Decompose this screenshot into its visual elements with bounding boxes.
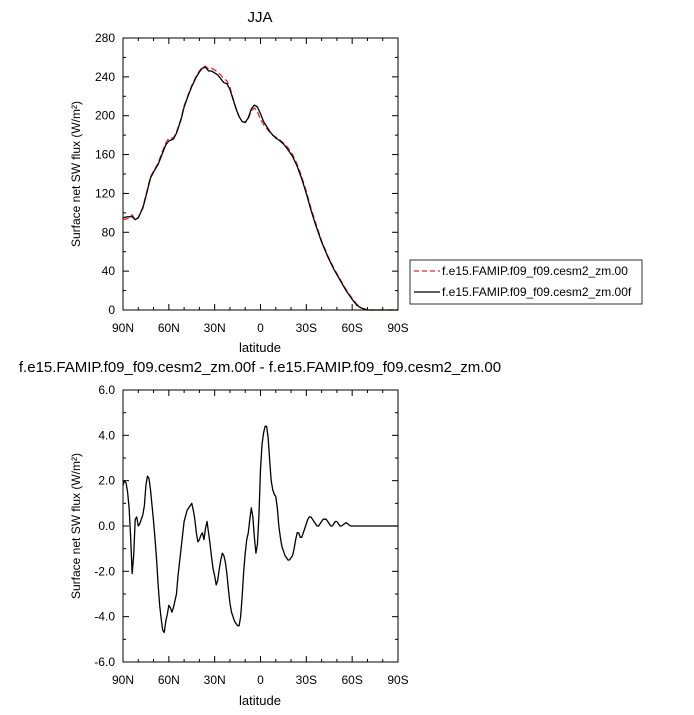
top-chart-xtick-label: 30N (204, 321, 226, 335)
legend: f.e15.FAMIP.f09_f09.cesm2_zm.00 f.e15.FA… (409, 259, 643, 305)
bottom-chart-series (122, 425, 398, 634)
top-chart-ytick-label: 80 (102, 225, 116, 239)
bottom-chart-ytick-label: -2.0 (94, 564, 115, 578)
top-chart-ytick-label: 40 (102, 264, 116, 278)
bottom-chart-xtick-label: 90N (112, 673, 134, 687)
bottom-chart-ytick-label: -6.0 (94, 655, 115, 669)
top-chart-ytick-label: 280 (95, 31, 115, 45)
bottom-chart-ytick-label: 2.0 (98, 474, 115, 488)
bottom-chart-xlabel: latitude (239, 693, 281, 708)
bottom-chart-xtick-label: 0 (257, 673, 264, 687)
top-chart: JJA 90N 60N 30N 0 30S 60S 90S 0 40 80 120 160 200 240… (69, 9, 643, 355)
bottom-chart-ytick-label: 6.0 (98, 383, 115, 397)
bottom-chart-ticks: 90N 60N 30N 0 30S 60S 90S -6.0 -4.0 -2.0 0.0 2.0 4.0… (94, 383, 408, 687)
bottom-chart-title: f.e15.FAMIP.f09_f09.cesm2_zm.00f - f.e15… (19, 359, 501, 376)
bottom-chart-ytick-label: 0.0 (98, 519, 115, 533)
bottom-chart-series-line-1 (122, 425, 398, 634)
top-chart-xtick-label: 30S (296, 321, 317, 335)
bottom-chart-ytick-label: 4.0 (98, 428, 115, 442)
bottom-chart-xtick-label: 60S (341, 673, 362, 687)
bottom-chart-ytick-label: -4.0 (94, 610, 115, 624)
bottom-chart-xtick-label: 60N (158, 673, 180, 687)
top-chart-ytick-label: 0 (108, 303, 115, 317)
bottom-chart-xtick-label: 30S (296, 673, 317, 687)
top-chart-ticks: 90N 60N 30N 0 30S 60S 90S 0 40 80 120 160 200 240 280 (95, 31, 409, 335)
top-chart-xtick-label: 60N (158, 321, 180, 335)
bottom-chart-xtick-label: 30N (204, 673, 226, 687)
bottom-chart-ylabel: Surface net SW flux (W/m²) (69, 453, 83, 599)
top-chart-ytick-label: 200 (95, 109, 115, 123)
top-chart-ytick-label: 240 (95, 70, 115, 84)
legend-box (409, 259, 643, 305)
top-chart-xtick-label: 90S (387, 321, 408, 335)
top-chart-ytick-label: 160 (95, 148, 115, 162)
top-chart-series-line-2 (122, 66, 398, 311)
top-chart-xtick-label: 60S (341, 321, 362, 335)
top-chart-series (122, 65, 398, 311)
top-chart-ylabel: Surface net SW flux (W/m²) (69, 101, 83, 247)
top-chart-xlabel: latitude (239, 340, 281, 355)
top-chart-plot-frame (122, 37, 399, 311)
top-chart-title: JJA (247, 9, 272, 26)
top-chart-ytick-label: 120 (95, 186, 115, 200)
top-chart-series-line-1 (122, 65, 398, 311)
legend-label-series-2: f.e15.FAMIP.f09_f09.cesm2_zm.00f (442, 285, 632, 299)
bottom-chart: f.e15.FAMIP.f09_f09.cesm2_zm.00f - f.e15… (19, 359, 501, 708)
top-chart-xtick-label: 0 (257, 321, 264, 335)
legend-label-series-1: f.e15.FAMIP.f09_f09.cesm2_zm.00 (442, 264, 628, 278)
top-chart-xtick-label: 90N (112, 321, 134, 335)
bottom-chart-xtick-label: 90S (387, 673, 408, 687)
